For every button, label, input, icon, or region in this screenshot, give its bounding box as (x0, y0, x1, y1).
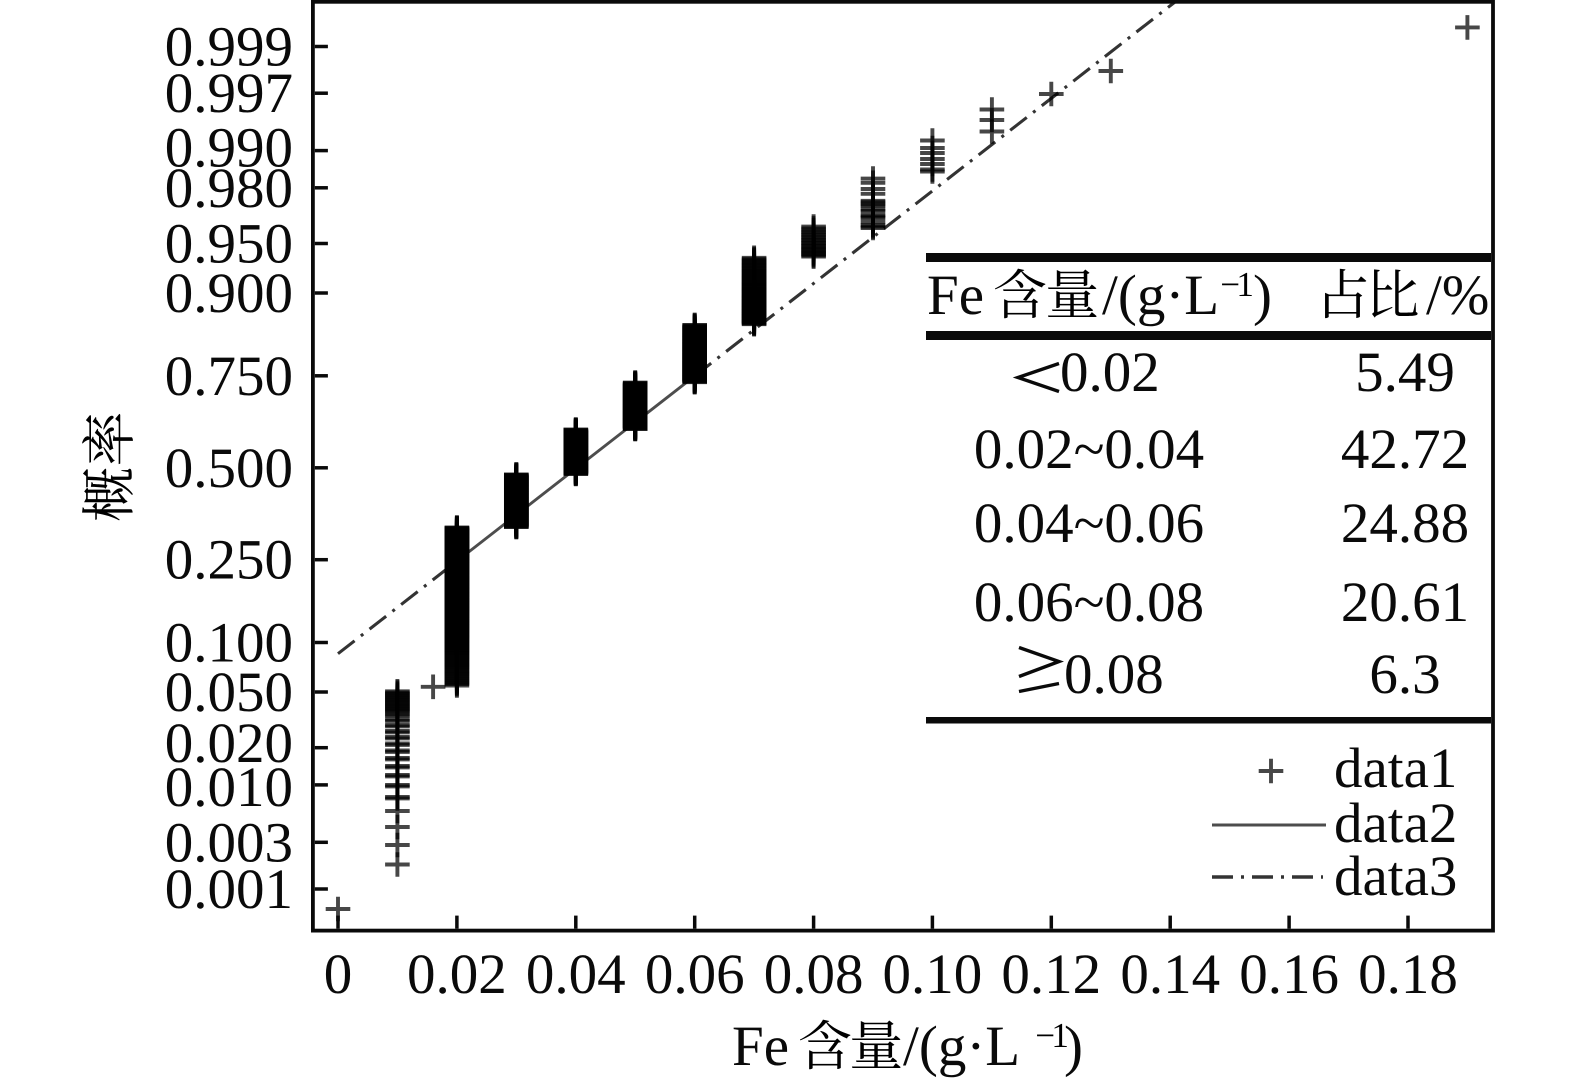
svg-text:0.08: 0.08 (1064, 643, 1164, 706)
svg-text:0.010: 0.010 (165, 756, 293, 819)
svg-text:data1: data1 (1334, 737, 1457, 800)
svg-text:0.10: 0.10 (883, 943, 983, 1006)
svg-text:0.500: 0.500 (165, 437, 293, 500)
svg-text:0.050: 0.050 (165, 661, 293, 724)
svg-text:0.900: 0.900 (165, 262, 293, 325)
svg-text:0.250: 0.250 (165, 529, 293, 592)
svg-text:20.61: 20.61 (1341, 571, 1469, 634)
svg-text:0.02: 0.02 (407, 943, 507, 1006)
svg-text:0.999: 0.999 (165, 16, 293, 79)
svg-text:): ) (1064, 1015, 1083, 1078)
svg-text:/%: /% (1426, 264, 1489, 327)
svg-text:0.997: 0.997 (165, 62, 293, 125)
svg-text:0.020: 0.020 (165, 712, 293, 775)
svg-text:24.88: 24.88 (1341, 492, 1469, 555)
svg-text:0.003: 0.003 (165, 811, 293, 874)
svg-text:0.12: 0.12 (1001, 943, 1101, 1006)
svg-text:Fe: Fe (927, 264, 984, 327)
svg-text:0.001: 0.001 (165, 858, 293, 921)
svg-text:Fe: Fe (732, 1015, 789, 1078)
svg-text:6.3: 6.3 (1369, 643, 1440, 706)
svg-text:0.16: 0.16 (1239, 943, 1339, 1006)
svg-text:42.72: 42.72 (1341, 418, 1469, 481)
svg-text:/(g·L: /(g·L (903, 1015, 1020, 1078)
svg-text:data2: data2 (1334, 792, 1457, 855)
svg-text:0.04: 0.04 (526, 943, 626, 1006)
svg-text:0.750: 0.750 (165, 345, 293, 408)
svg-text:0.08: 0.08 (764, 943, 864, 1006)
svg-text:0.18: 0.18 (1358, 943, 1458, 1006)
svg-text:5.49: 5.49 (1355, 341, 1455, 404)
svg-text:0: 0 (324, 943, 353, 1006)
svg-text:0.06: 0.06 (645, 943, 745, 1006)
svg-text:): ) (1253, 264, 1272, 327)
svg-text:0.04~0.06: 0.04~0.06 (974, 492, 1204, 555)
svg-text:0.14: 0.14 (1120, 943, 1220, 1006)
svg-text:0.950: 0.950 (165, 213, 293, 276)
svg-text:0.02: 0.02 (1060, 341, 1160, 404)
svg-text:0.980: 0.980 (165, 157, 293, 220)
svg-text:/(g·L: /(g·L (1102, 264, 1219, 327)
svg-text:data3: data3 (1334, 845, 1457, 908)
svg-text:0.100: 0.100 (165, 612, 293, 675)
svg-text:0.02~0.04: 0.02~0.04 (974, 418, 1204, 481)
svg-text:0.06~0.08: 0.06~0.08 (974, 571, 1204, 634)
svg-text:0.990: 0.990 (165, 117, 293, 180)
